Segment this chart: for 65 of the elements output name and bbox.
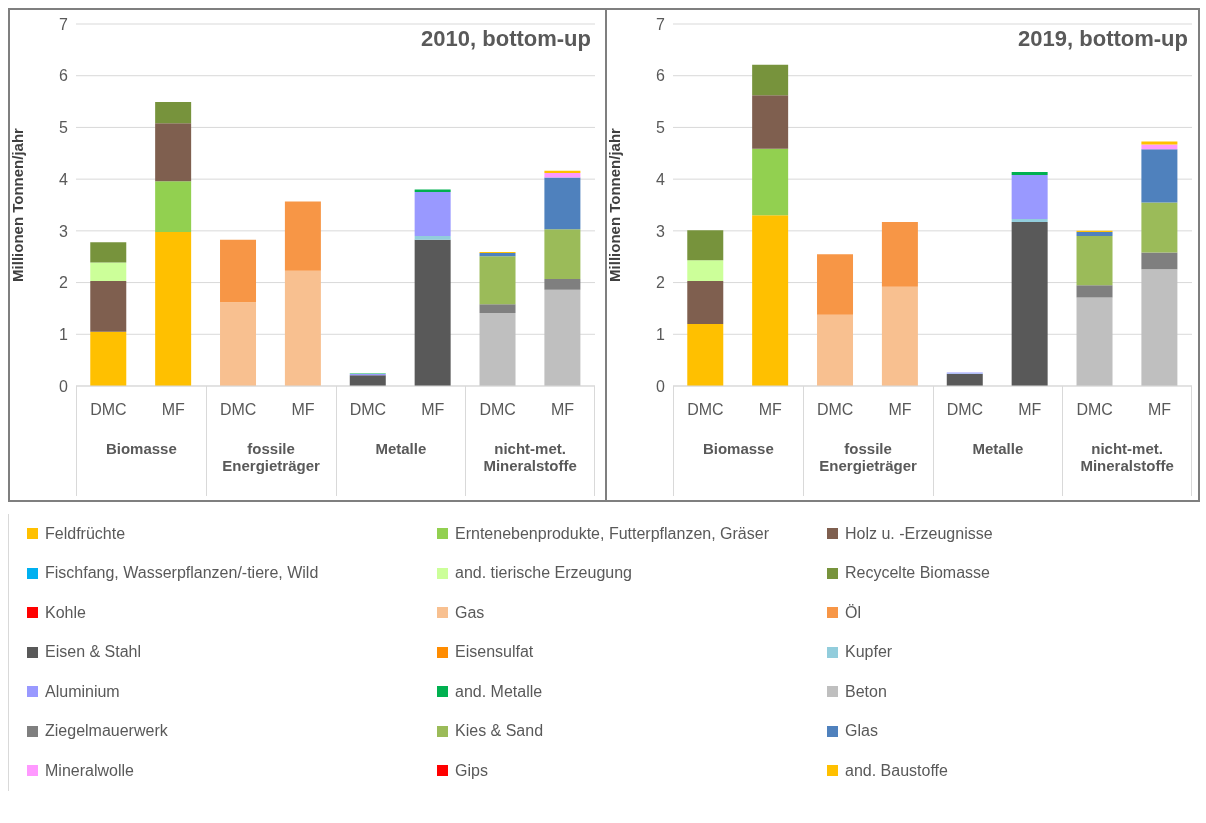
x-tick-label: DMC xyxy=(1076,401,1113,419)
x-tick-label: DMC xyxy=(219,401,257,419)
y-tick-label: 0 xyxy=(656,377,666,395)
y-tick-label: 6 xyxy=(59,67,69,85)
legend-label: Kies & Sand xyxy=(455,722,544,741)
text: fossile Energieträger xyxy=(818,440,918,474)
legend-label: and. Baustoffe xyxy=(845,761,948,780)
legend-label: and. tierische Erzeugung xyxy=(455,564,632,583)
y-tick-label: 3 xyxy=(656,222,666,240)
y-tick-label: 0 xyxy=(59,377,69,395)
x-tick-label: DMC xyxy=(90,401,127,419)
legend-label: Erntenebenprodukte, Futterpflanzen, Gräser xyxy=(455,524,769,543)
text: Metalle xyxy=(971,440,1025,457)
x-tick-label: MF xyxy=(551,401,575,419)
legend-label: Fischfang, Wasserpflanzen/-tiere, Wild xyxy=(45,564,319,583)
y-tick-label: 4 xyxy=(656,170,666,188)
x-tick-label: MF xyxy=(421,401,445,419)
x-tick-label: MF xyxy=(1018,401,1042,419)
y-tick-label: 2 xyxy=(59,274,69,292)
x-tick-label: MF xyxy=(888,401,912,419)
legend-label: and. Metalle xyxy=(455,682,543,701)
legend-label: Ziegelmauerwerk xyxy=(45,722,168,741)
legend-label: Gas xyxy=(455,603,485,622)
y-tick-label: 6 xyxy=(656,67,666,85)
text: nicht-met. Mineralstoffe xyxy=(1079,440,1175,474)
x-tick-label: MF xyxy=(758,401,783,419)
x-tick-label: DMC xyxy=(687,401,724,419)
y-tick-label: 5 xyxy=(656,119,666,137)
y-axis-title: Millionen Tonnen/jahr xyxy=(9,127,27,282)
chart-title: 2019, bottom-up xyxy=(1018,26,1188,52)
y-tick-label: 3 xyxy=(59,222,69,240)
y-tick-label: 7 xyxy=(59,15,69,33)
x-tick-label: DMC xyxy=(816,401,854,419)
chart-title: 2010, bottom-up xyxy=(421,26,591,52)
text: fossile Energieträger xyxy=(221,440,321,474)
legend-label: Gips xyxy=(455,761,488,780)
text: nicht-met. Mineralstoffe xyxy=(482,440,578,474)
x-tick-label: DMC xyxy=(479,401,516,419)
y-tick-label: 5 xyxy=(59,119,69,137)
y-tick-label: 7 xyxy=(656,15,666,33)
legend-label: Holz u. -Erzeugnisse xyxy=(845,524,993,543)
y-tick-label: 1 xyxy=(656,325,666,343)
legend-label: Beton xyxy=(845,682,887,701)
legend-label: Recycelte Biomasse xyxy=(845,564,990,583)
legend-label: Eisen & Stahl xyxy=(45,643,142,662)
legend-label: Aluminium xyxy=(45,682,120,701)
x-tick-label: MF xyxy=(1148,401,1172,419)
y-axis-title: Millionen Tonnen/jahr xyxy=(606,127,624,282)
x-tick-label: MF xyxy=(161,401,186,419)
text: Metalle xyxy=(374,440,428,457)
legend-label: Mineralwolle xyxy=(45,761,134,780)
legend-label: Glas xyxy=(845,722,878,741)
x-tick-label: DMC xyxy=(946,401,984,419)
legend-label: Öl xyxy=(845,603,861,622)
legend-label: Kohle xyxy=(45,603,86,622)
y-tick-label: 4 xyxy=(59,170,69,188)
y-tick-label: 2 xyxy=(656,274,666,292)
y-tick-label: 1 xyxy=(59,325,69,343)
x-tick-label: DMC xyxy=(349,401,387,419)
legend-label: Feldfrüchte xyxy=(45,524,126,543)
text: Biomasse xyxy=(104,440,178,457)
text: Biomasse xyxy=(701,440,775,457)
legend-label: Eisensulfat xyxy=(455,643,534,662)
legend-label: Kupfer xyxy=(845,643,893,662)
x-tick-label: MF xyxy=(291,401,315,419)
